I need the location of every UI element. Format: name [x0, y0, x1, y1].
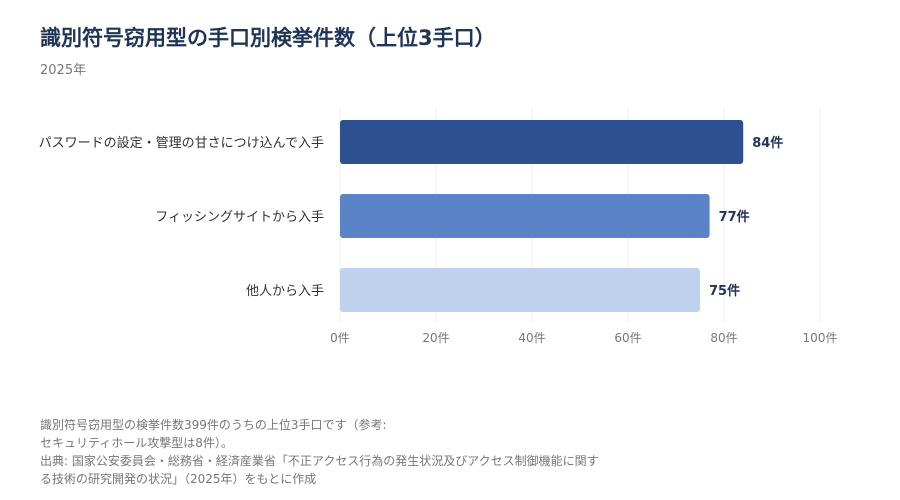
bar	[340, 194, 710, 238]
value-label: 75件	[709, 283, 740, 299]
x-tick-label: 20件	[422, 331, 449, 345]
footnote-line: 識別符号窃用型の検挙件数399件のうちの上位3手口です（参考:	[40, 418, 387, 432]
bar	[340, 120, 744, 164]
x-tick-label: 100件	[803, 331, 838, 345]
category-label: フィッシングサイトから入手	[155, 210, 324, 225]
value-label: 77件	[719, 209, 750, 225]
x-tick-label: 40件	[518, 331, 545, 345]
x-tick-label: 60件	[614, 331, 641, 345]
value-label: 84件	[752, 135, 783, 151]
chart-title: 識別符号窃用型の手口別検挙件数（上位3手口）	[40, 26, 496, 50]
footnote-line: 出典: 国家公安委員会・総務省・経済産業省「不正アクセス行為の発生状況及びアクセ…	[40, 454, 599, 468]
category-label: パスワードの設定・管理の甘さにつけ込んで入手	[39, 135, 324, 151]
footnote-line: セキュリティホール攻撃型は8件）。	[40, 436, 233, 450]
x-tick-label: 80件	[710, 331, 737, 345]
x-tick-label: 0件	[330, 331, 350, 345]
footnote-line: る技術の研究開発の状況」（2025年）をもとに作成	[40, 472, 317, 486]
bars	[340, 120, 744, 312]
footnote: 識別符号窃用型の検挙件数399件のうちの上位3手口です（参考: セキュリティホー…	[40, 416, 660, 488]
x-axis-ticks: 0件 20件 40件 60件 80件 100件	[330, 331, 837, 345]
bar	[340, 268, 700, 312]
category-label: 他人から入手	[246, 284, 324, 299]
chart-subtitle: 2025年	[40, 63, 87, 78]
value-labels: 84件 77件 75件	[709, 135, 783, 299]
category-labels: パスワードの設定・管理の甘さにつけ込んで入手フィッシングサイトから入手他人から入…	[39, 135, 324, 299]
